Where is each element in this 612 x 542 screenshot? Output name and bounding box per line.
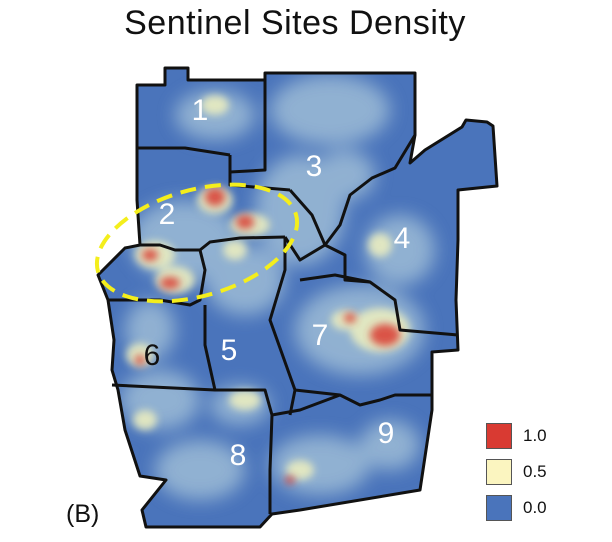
legend-label-mid: 0.5 — [523, 462, 547, 481]
region-label-4: 4 — [394, 222, 411, 255]
legend-swatch-high — [486, 423, 512, 449]
legend-swatch-low — [486, 495, 512, 521]
region-label-9: 9 — [378, 417, 395, 450]
region-label-6: 6 — [144, 339, 161, 372]
legend-item-mid: 0.5 — [486, 454, 547, 490]
region-labels: 1 2 3 4 5 6 7 8 9 — [144, 94, 411, 472]
legend-label-low: 0.0 — [523, 498, 547, 517]
region-label-5: 5 — [221, 334, 238, 367]
legend-item-low: 0.0 — [486, 490, 547, 526]
legend-swatch-mid — [486, 459, 512, 485]
region-label-2: 2 — [159, 198, 176, 231]
region-label-8: 8 — [230, 439, 247, 472]
district-borders — [96, 66, 499, 529]
map-title: Sentinel Sites Density — [124, 4, 466, 42]
legend: 1.0 0.5 0.0 — [486, 418, 547, 526]
region-label-3: 3 — [306, 150, 323, 183]
region-label-7: 7 — [312, 319, 329, 352]
highlight-ellipse — [94, 182, 300, 304]
legend-item-high: 1.0 — [486, 418, 547, 454]
legend-label-high: 1.0 — [523, 426, 547, 445]
region-label-1: 1 — [192, 94, 209, 127]
panel-label: (B) — [66, 500, 100, 528]
